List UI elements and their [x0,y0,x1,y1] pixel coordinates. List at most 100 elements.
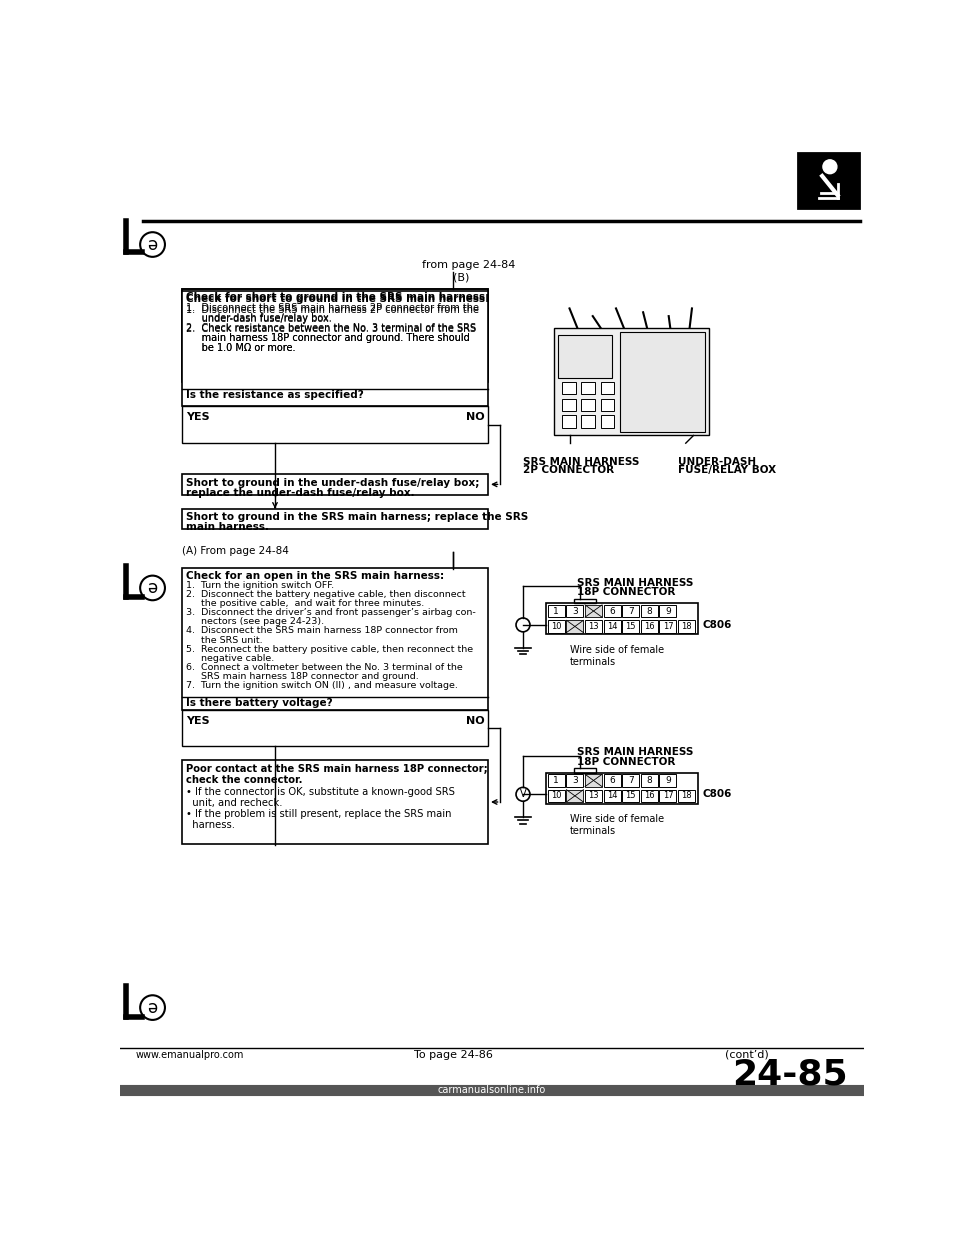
Bar [182,289,488,381]
Bar [660,605,677,617]
Text: 3: 3 [572,606,578,616]
Text: 2.  Check resistance between the No. 3 terminal of the SRS: 2. Check resistance between the No. 3 te… [186,324,476,334]
Text: Check for an open in the SRS main harness:: Check for an open in the SRS main harnes… [186,571,444,581]
Bar [182,291,488,406]
Bar [678,790,695,802]
Text: 10: 10 [551,622,562,631]
Text: Is the resistance as specified?: Is the resistance as specified? [186,390,364,400]
Bar [562,381,576,394]
Bar [585,620,602,632]
Bar [601,416,614,427]
Bar [660,620,677,632]
Text: 1.  Disconnect the SRS main harness 2P connector from the: 1. Disconnect the SRS main harness 2P co… [186,304,479,314]
Text: YES: YES [186,412,209,422]
Text: 13: 13 [588,791,599,800]
Text: 1.  Disconnect the SRS main harness 2P connector from the: 1. Disconnect the SRS main harness 2P co… [186,303,479,313]
Bar [554,328,709,436]
Text: 6.  Connect a voltmeter between the No. 3 terminal of the: 6. Connect a voltmeter between the No. 3… [186,663,463,672]
Text: 16: 16 [644,622,655,631]
Bar [604,790,621,802]
Text: • If the problem is still present, replace the SRS main: • If the problem is still present, repla… [186,809,451,818]
Bar [581,381,595,394]
Text: 6: 6 [610,606,615,616]
Bar [566,620,584,632]
Text: 15: 15 [626,622,636,631]
Bar [622,620,639,632]
Text: (cont’d): (cont’d) [725,1049,768,1059]
Text: unit, and recheck.: unit, and recheck. [186,797,282,807]
Text: 3: 3 [572,776,578,785]
Text: www.emanualpro.com: www.emanualpro.com [135,1049,244,1059]
Bar [548,790,564,802]
Bar [546,773,698,804]
Text: replace the under-dash fuse/relay box.: replace the under-dash fuse/relay box. [186,488,415,498]
Text: • If the connector is OK, substitute a known-good SRS: • If the connector is OK, substitute a k… [186,786,455,796]
Bar [604,605,621,617]
Bar [622,790,639,802]
Text: NO: NO [466,715,484,725]
Text: ə: ə [148,579,157,597]
Text: ə: ə [148,999,157,1017]
Text: FUSE/RELAY BOX: FUSE/RELAY BOX [678,465,776,474]
Text: 2.  Disconnect the battery negative cable, then disconnect: 2. Disconnect the battery negative cable… [186,590,466,599]
Text: Poor contact at the SRS main harness 18P connector;: Poor contact at the SRS main harness 18P… [186,764,488,774]
Bar [182,289,488,366]
Bar [660,790,677,802]
Text: from page 24-84: from page 24-84 [422,260,516,270]
Text: 24-85: 24-85 [732,1058,848,1092]
Text: 10: 10 [551,791,562,800]
Text: 4.  Disconnect the SRS main harness 18P connector from: 4. Disconnect the SRS main harness 18P c… [186,626,458,636]
Text: Check for short to ground in the SRS main harness:: Check for short to ground in the SRS mai… [186,294,490,304]
Bar [182,709,488,745]
Circle shape [823,160,837,174]
Text: To page 24-86: To page 24-86 [415,1049,493,1059]
Text: Check for short to ground in the SRS main harness:: Check for short to ground in the SRS mai… [186,292,490,302]
Text: harness.: harness. [186,820,235,830]
Text: negative cable.: negative cable. [186,653,275,663]
Bar [566,790,584,802]
Text: 18P CONNECTOR: 18P CONNECTOR [577,756,676,766]
Text: 16: 16 [644,791,655,800]
Bar [641,620,658,632]
Text: main harness.: main harness. [186,523,269,533]
Bar [548,605,564,617]
Text: 1: 1 [554,606,559,616]
Text: under-dash fuse/relay box.: under-dash fuse/relay box. [186,314,331,324]
Bar [604,774,621,786]
Text: main harness 18P connector and ground. There should: main harness 18P connector and ground. T… [186,333,469,344]
Bar [566,774,584,786]
Text: 15: 15 [626,791,636,800]
Text: 8: 8 [646,606,652,616]
Bar [182,474,488,494]
Text: (B): (B) [453,272,469,282]
Text: 1.  Turn the ignition switch OFF.: 1. Turn the ignition switch OFF. [186,581,334,590]
Text: nectors (see page 24-23).: nectors (see page 24-23). [186,617,324,626]
Bar [798,153,858,209]
Bar [546,604,698,635]
Text: 7.  Turn the ignition switch ON (II) , and measure voltage.: 7. Turn the ignition switch ON (II) , an… [186,681,458,691]
Text: Short to ground in the under-dash fuse/relay box;: Short to ground in the under-dash fuse/r… [186,478,479,488]
Bar [574,768,596,773]
Text: 17: 17 [662,791,673,800]
Text: be 1.0 MΩ or more.: be 1.0 MΩ or more. [186,343,296,353]
Bar [660,774,677,786]
Text: SRS MAIN HARNESS: SRS MAIN HARNESS [523,457,639,467]
Bar [585,605,602,617]
Bar [581,399,595,411]
Bar [558,335,612,378]
Text: YES: YES [186,715,209,725]
Text: be 1.0 MΩ or more.: be 1.0 MΩ or more. [186,343,296,353]
Text: C806: C806 [703,790,732,800]
Text: 7: 7 [628,606,634,616]
Text: Wire side of female
terminals: Wire side of female terminals [569,645,663,667]
Bar [562,399,576,411]
Text: 18P CONNECTOR: 18P CONNECTOR [577,587,676,597]
Bar [585,774,602,786]
Text: SRS MAIN HARNESS: SRS MAIN HARNESS [577,748,694,758]
Bar [182,366,488,379]
Bar [548,774,564,786]
Bar [562,416,576,427]
Text: 17: 17 [662,622,673,631]
Bar [548,620,564,632]
Bar [581,416,595,427]
